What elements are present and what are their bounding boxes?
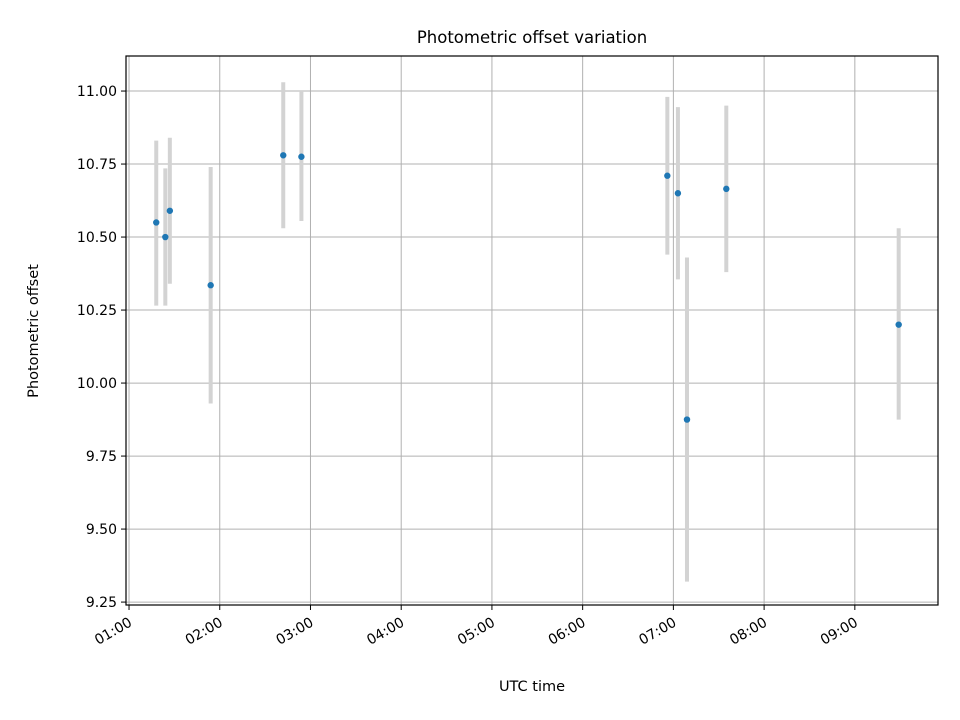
data-point	[895, 321, 902, 328]
y-tick-label: 10.75	[77, 157, 117, 173]
y-tick-label: 11.00	[77, 84, 117, 100]
data-point	[683, 416, 691, 423]
data-point	[207, 282, 214, 289]
error-bars	[154, 82, 901, 582]
data-point	[674, 190, 682, 197]
x-axis-label: UTC time	[499, 679, 565, 695]
data-point	[723, 185, 730, 193]
x-tick-label: 05:00	[455, 615, 498, 649]
x-tick-label: 03:00	[274, 615, 317, 649]
y-axis-label: Photometric offset	[26, 264, 42, 398]
x-tick-label: 04:00	[364, 615, 407, 649]
y-tick-label: 10.50	[77, 230, 117, 246]
data-point	[298, 153, 305, 160]
data-point	[162, 233, 169, 241]
y-tick-label: 9.50	[86, 522, 117, 538]
y-tick-label: 9.75	[86, 449, 117, 465]
data-points	[153, 152, 902, 423]
x-tick-label: 07:00	[636, 615, 679, 649]
data-point	[280, 152, 287, 159]
y-axis: 9.25 9.50 9.75 10.00 10.25 10.50 10.75 11.00	[77, 84, 126, 611]
data-point	[664, 172, 671, 179]
y-tick-label: 10.25	[77, 303, 117, 319]
x-tick-label: 09:00	[818, 615, 861, 649]
y-tick-label: 9.25	[86, 595, 117, 611]
gridlines	[126, 56, 938, 605]
plot-frame	[125, 55, 939, 606]
x-tick-label: 08:00	[727, 615, 770, 649]
data-point	[166, 207, 174, 214]
x-tick-label: 06:00	[546, 615, 589, 649]
x-axis: 01:00 02:00 03:00 04:00 05:00 06:00 07:00 08:00…	[92, 605, 861, 649]
x-tick-label: 02:00	[183, 615, 226, 649]
y-tick-label: 10.00	[77, 376, 117, 392]
chart-title: Photometric offset variation	[417, 28, 647, 47]
x-tick-label: 01:00	[92, 615, 135, 649]
data-point	[153, 219, 160, 226]
